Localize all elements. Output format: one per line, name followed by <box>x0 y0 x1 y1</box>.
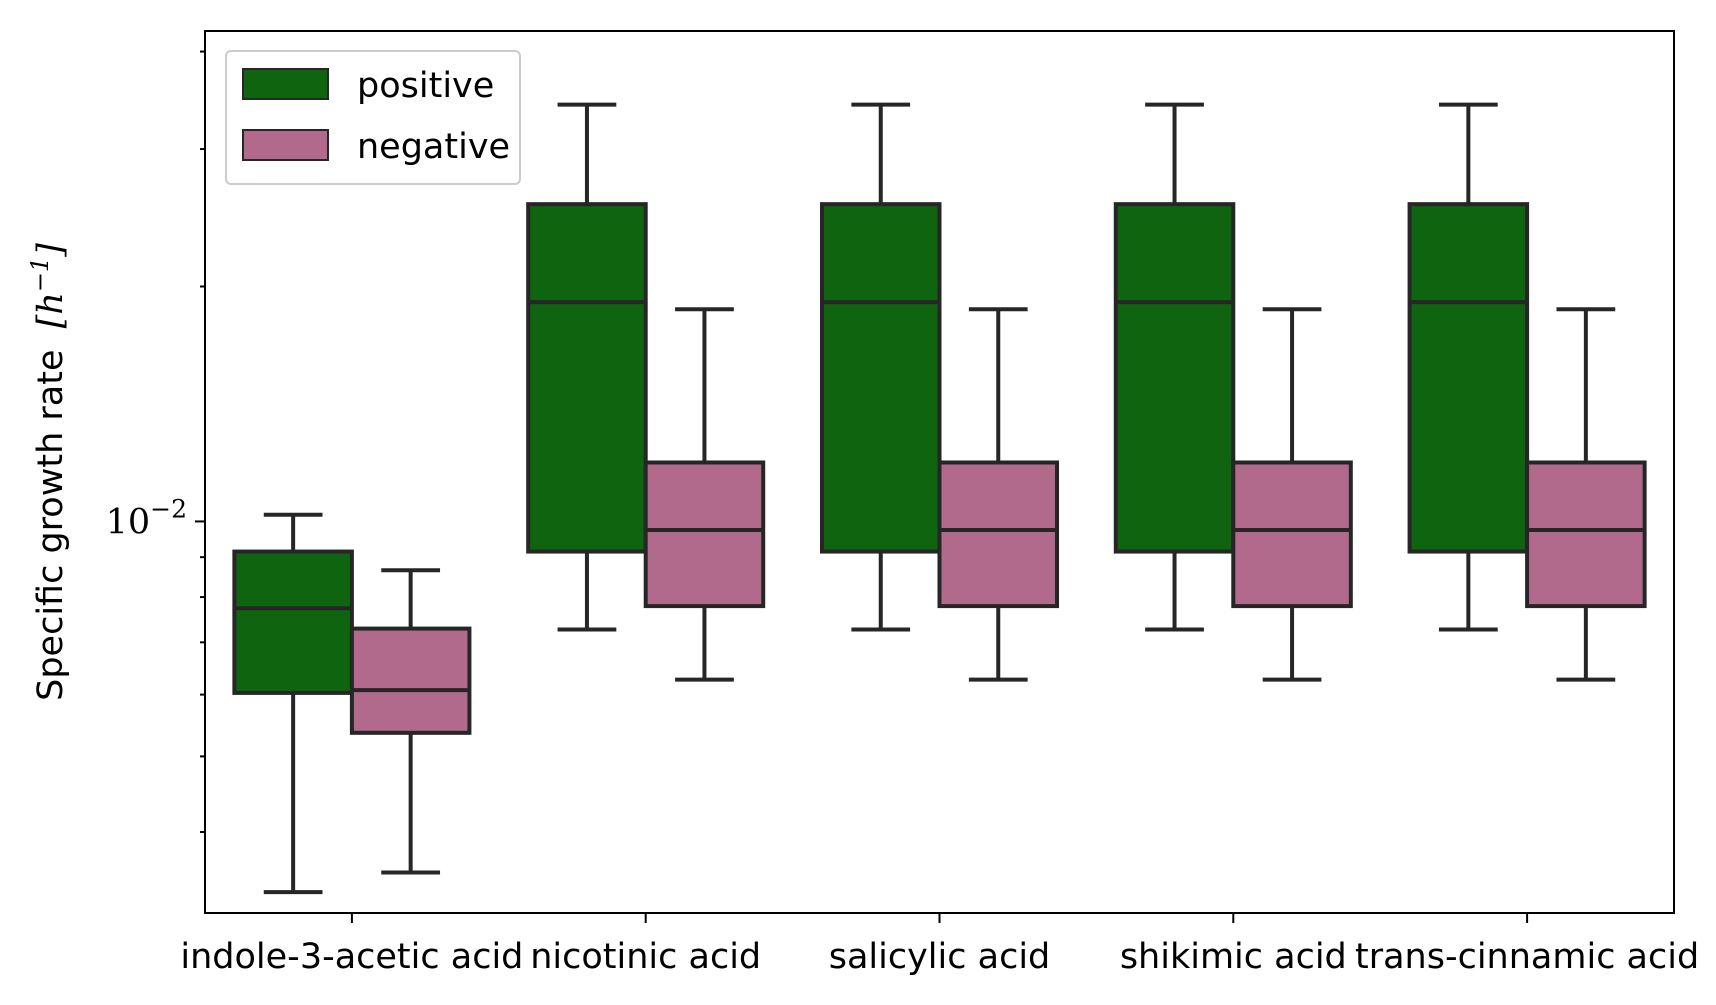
box-body <box>937 460 1060 609</box>
box-negative-4 <box>1525 307 1647 682</box>
box-positive-0 <box>232 512 354 895</box>
plot-area <box>232 102 1647 895</box>
legend-label-positive: positive <box>357 66 494 106</box>
box-body <box>819 202 942 554</box>
box-body <box>643 460 766 609</box>
box-body <box>1231 460 1353 609</box>
y-axis-label-unit-exp: −1 <box>26 257 54 292</box>
box-positive-4 <box>1407 102 1530 632</box>
box-body <box>1113 202 1236 554</box>
box-positive-1 <box>526 102 648 632</box>
x-tick-label: salicylic acid <box>829 937 1051 977</box>
box-negative-0 <box>349 568 472 875</box>
legend-label-negative: negative <box>357 127 510 167</box>
x-axis: indole-3-acetic acid nicotinic acid salicy… <box>180 913 1699 977</box>
y-axis-label-text: Specific growth rate <box>31 350 71 701</box>
box-positive-2 <box>819 102 942 632</box>
box-body <box>232 549 354 695</box>
box-body <box>349 626 472 735</box>
y-axis-label-unit-close: ] <box>31 243 71 258</box>
box-negative-1 <box>643 307 766 682</box>
x-tick-label: nicotinic acid <box>530 937 761 977</box>
box-body <box>526 202 648 554</box>
y-axis: 10−2 <box>106 50 205 834</box>
legend-swatch-positive <box>242 68 329 100</box>
y-axis-label: Specific growth rate [h−1] <box>26 243 71 701</box>
x-tick-label: indole-3-acetic acid <box>180 937 523 977</box>
box-body <box>1407 202 1530 554</box>
y-tick-label: 10−2 <box>106 494 187 542</box>
legend-swatch-negative <box>242 129 329 161</box>
x-tick-label: shikimic acid <box>1120 937 1347 977</box>
x-tick-label: trans-cinnamic acid <box>1355 937 1699 977</box>
box-positive-3 <box>1113 102 1236 632</box>
y-axis-label-unit: [h <box>31 292 71 328</box>
box-negative-3 <box>1231 307 1353 682</box>
legend: positive negative <box>225 50 521 185</box>
box-body <box>1525 460 1647 609</box>
box-negative-2 <box>937 307 1060 682</box>
